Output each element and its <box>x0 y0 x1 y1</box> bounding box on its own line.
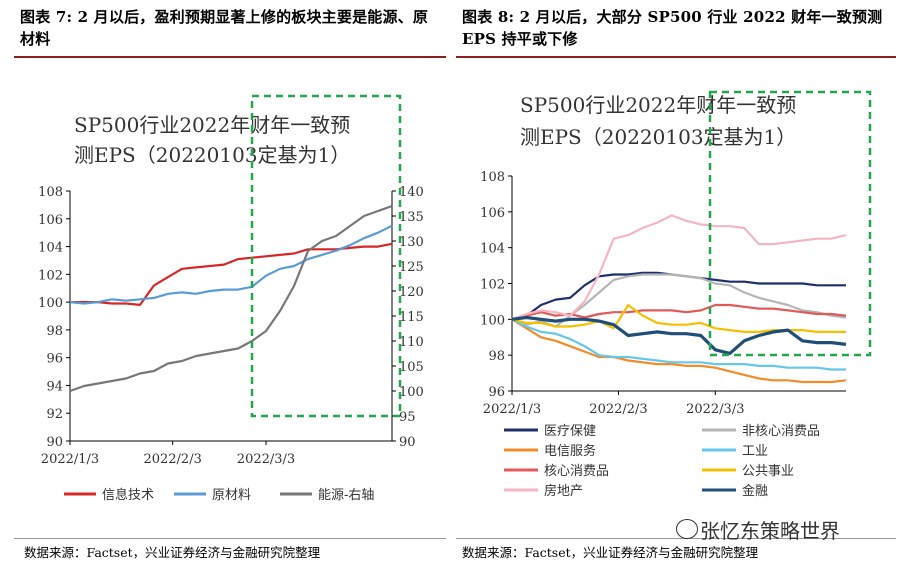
y2-tick-label: 100 <box>399 385 424 400</box>
x-tick-label: 2022/2/3 <box>143 452 201 467</box>
x-tick-label: 2022/3/3 <box>686 402 744 417</box>
y-tick-label: 108 <box>480 170 505 185</box>
right-chart: SP500行业2022年财年一致预 测EPS（20220103定基为1） 96 9… <box>480 90 872 499</box>
y2-tick-label: 90 <box>399 435 416 450</box>
left-source: 数据来源：Factset，兴业证券经济与金融研究院整理 <box>24 545 321 560</box>
legend-label: 能源-右轴 <box>318 488 374 503</box>
right-source: 数据来源：Factset，兴业证券经济与金融研究院整理 <box>462 545 759 560</box>
legend-label: 非核心消费品 <box>742 424 820 439</box>
y-tick-label: 100 <box>480 313 505 328</box>
y2-tick-label: 95 <box>399 410 416 425</box>
y2-tick-label: 140 <box>399 185 424 200</box>
y-tick-label: 96 <box>488 385 505 400</box>
legend-label: 信息技术 <box>102 487 154 503</box>
y-tick-label: 92 <box>46 407 63 422</box>
y-tick-label: 102 <box>480 278 505 293</box>
left-title-rule <box>14 56 446 58</box>
right-chart-title-line2: 测EPS（20220103定基为1） <box>520 125 796 149</box>
x-tick-label: 2022/2/3 <box>589 402 647 417</box>
y-tick-label: 96 <box>46 352 63 367</box>
y2-tick-label: 125 <box>399 260 424 275</box>
right-chart-title-line1: SP500行业2022年财年一致预 <box>520 93 796 117</box>
line-series-2 <box>69 204 393 393</box>
y2-tick-label: 120 <box>399 285 424 300</box>
y-tick-label: 104 <box>480 242 505 257</box>
x-tick-label: 2022/1/3 <box>41 452 99 467</box>
left-bottom-rule <box>14 538 446 539</box>
line-series-2 <box>511 318 847 384</box>
line-series-0 <box>70 242 393 306</box>
y-tick-label: 100 <box>38 296 63 311</box>
x-tick-label: 2022/3/3 <box>237 452 295 467</box>
y-tick-label: 106 <box>38 213 63 228</box>
watermark: 张忆东策略世界 <box>700 519 840 543</box>
y-tick-label: 102 <box>38 268 63 283</box>
right-bottom-rule <box>456 538 896 539</box>
line-series-1 <box>511 273 847 328</box>
left-chart-title-line1: SP500行业2022年财年一致预 <box>74 113 350 137</box>
right-title-rule <box>456 56 896 58</box>
y-tick-label: 108 <box>38 185 63 200</box>
y2-tick-label: 135 <box>399 210 424 225</box>
legend-label: 医疗保健 <box>544 424 596 439</box>
left-figure-title: 图表 7: 2 月以后，盈利预期显著上修的板块主要是能源、原材料 <box>20 8 429 48</box>
y-tick-label: 90 <box>46 435 63 450</box>
y2-tick-label: 105 <box>399 360 424 375</box>
y-tick-label: 94 <box>46 379 63 394</box>
legend-label: 电信服务 <box>544 443 596 459</box>
line-series-6 <box>511 214 847 321</box>
y-tick-label: 106 <box>480 206 505 221</box>
line-series-3 <box>511 318 846 371</box>
left-chart-title-line2: 测EPS（20220103定基为1） <box>74 143 350 167</box>
left-highlight-box <box>250 94 402 418</box>
y2-tick-label: 130 <box>399 235 424 250</box>
line-series-7 <box>511 315 847 355</box>
legend-label: 原材料 <box>212 488 251 503</box>
legend-label: 房地产 <box>544 483 583 499</box>
y2-tick-label: 115 <box>399 310 424 325</box>
legend-label: 公共事业 <box>742 464 794 479</box>
y-tick-label: 104 <box>38 241 63 256</box>
x-tick-label: 2022/1/3 <box>483 402 541 417</box>
wechat-icon <box>676 519 698 539</box>
left-chart: SP500行业2022年财年一致预 测EPS（20220103定基为1） 90 9… <box>38 94 424 503</box>
y2-tick-label: 110 <box>399 335 424 350</box>
right-highlight-box <box>708 90 872 357</box>
y-tick-label: 98 <box>46 324 63 339</box>
right-figure-title: 图表 8: 2 月以后，大部分 SP500 行业 2022 财年一致预测 EPS… <box>462 8 883 48</box>
legend-label: 核心消费品 <box>544 464 609 479</box>
line-series-1 <box>69 224 393 305</box>
legend-label: 金融 <box>742 483 768 499</box>
legend-label: 工业 <box>742 444 768 459</box>
y-tick-label: 98 <box>488 349 505 364</box>
